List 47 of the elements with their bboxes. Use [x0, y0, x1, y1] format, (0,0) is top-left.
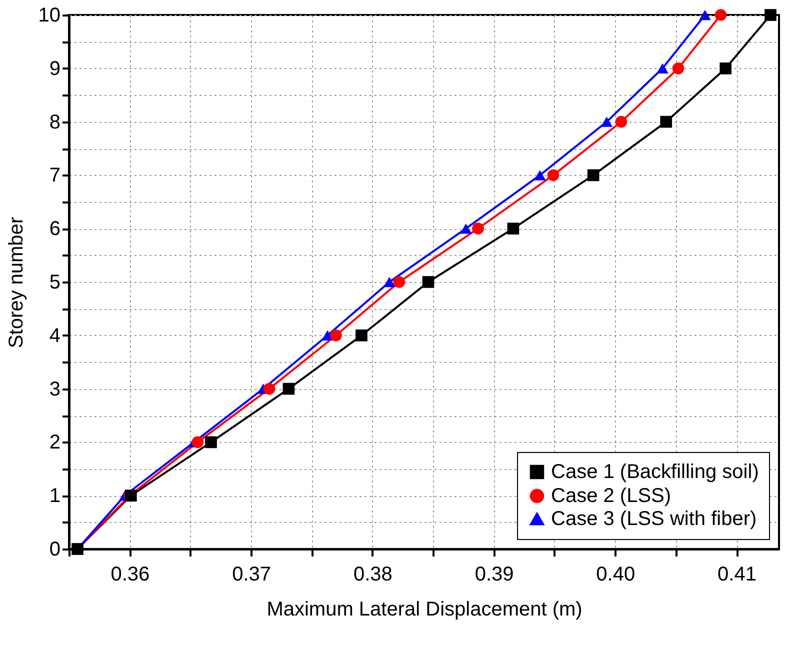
point: [507, 222, 520, 235]
y-tick-label: 10: [38, 4, 60, 26]
point: [460, 223, 472, 234]
point: [330, 329, 342, 342]
point: [699, 10, 711, 20]
point: [587, 169, 600, 182]
x-axis-title: Maximum Lateral Displacement (m): [266, 598, 582, 620]
point: [547, 169, 560, 182]
y-tick-label: 2: [49, 432, 60, 454]
y-tick-label: 1: [49, 485, 60, 508]
point: [534, 170, 546, 180]
y-tick-label: 4: [49, 324, 60, 347]
point: [720, 62, 732, 74]
point: [672, 62, 684, 74]
point: [600, 116, 613, 127]
point: [422, 276, 434, 288]
x-tick-label: 0.40: [596, 564, 636, 586]
point: [393, 276, 406, 288]
point: [714, 9, 727, 21]
legend-label: Case 2 (LSS): [551, 485, 672, 507]
point: [356, 329, 368, 342]
y-tick-label: 7: [49, 164, 60, 187]
legend-label: Case 1 (Backfilling soil): [551, 461, 759, 483]
y-tick-label: 9: [49, 58, 60, 80]
point: [322, 330, 334, 341]
point: [660, 116, 672, 128]
y-tick-label: 6: [49, 218, 60, 240]
y-axis-title: Storey number: [5, 216, 28, 348]
x-tick-label: 0.39: [474, 564, 514, 586]
legend-label: Case 3 (LSS with fiber): [551, 508, 757, 530]
y-tick-label: 5: [49, 272, 60, 294]
point: [615, 116, 628, 128]
x-tick-label: 0.41: [718, 564, 756, 586]
y-tick-label: 8: [49, 111, 60, 134]
point: [192, 436, 204, 448]
point: [472, 222, 484, 235]
point: [282, 382, 295, 395]
x-tick-label: 0.37: [232, 564, 272, 586]
point: [263, 382, 276, 395]
y-tick-label: 3: [49, 378, 60, 400]
point: [205, 436, 217, 448]
y-tick-label: 0: [49, 538, 60, 560]
x-tick-label: 0.38: [353, 564, 392, 586]
point: [656, 63, 668, 74]
point: [383, 276, 396, 288]
x-tick-label: 0.36: [110, 564, 150, 586]
point: [764, 9, 776, 21]
